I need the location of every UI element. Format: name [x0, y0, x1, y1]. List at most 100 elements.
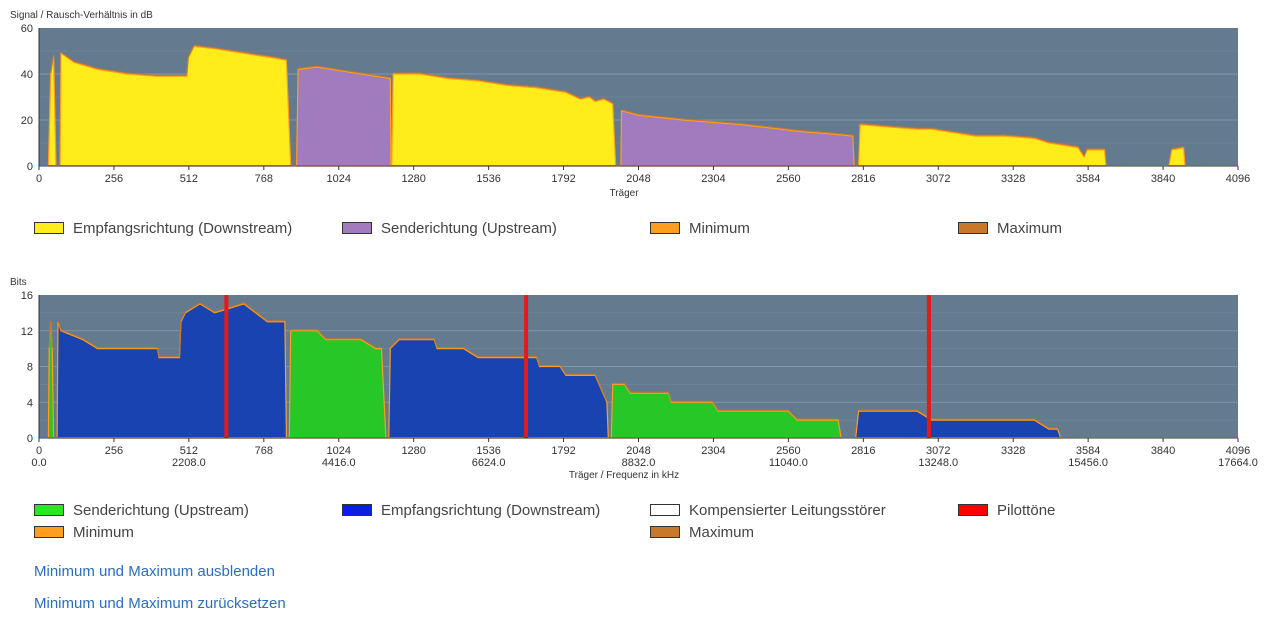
snr-x-tick-label: 1024 [327, 173, 351, 185]
legend-label: Pilottöne [997, 501, 1056, 519]
bits-y-tick-label: 8 [27, 362, 33, 374]
reset-minmax-link[interactable]: Minimum und Maximum zurücksetzen [34, 595, 286, 612]
bits-pilot-tones [224, 295, 931, 438]
snr-max-line [50, 54, 55, 74]
snr-x-tick-label: 768 [255, 173, 273, 185]
snr-y-axis-title: Signal / Rausch-Verhältnis in dB [10, 10, 153, 21]
bits-frequency-tick-label: 15456.0 [1068, 457, 1108, 469]
bits-x-tick-label: 1024 [327, 445, 351, 457]
snr-x-tick-label: 2048 [626, 173, 650, 185]
bits-series-group [39, 302, 1238, 439]
bits-max-line [612, 382, 839, 420]
snr-y-tick-label: 20 [21, 115, 33, 127]
pilot-tone-line [224, 295, 229, 438]
bits-frequency-tick-label: 11040.0 [769, 457, 808, 469]
bits-x-tick-label: 0 [36, 445, 42, 457]
bits-x-tick-label: 3072 [926, 445, 950, 457]
snr-x-tick-label: 2560 [776, 173, 800, 185]
snr-max-line [393, 72, 613, 104]
snr-x-tick-label: 3328 [1001, 173, 1025, 185]
bits-x-tick-label: 1536 [476, 445, 500, 457]
bits-frequency-tick-label: 13248.0 [918, 457, 958, 469]
legend-swatch-downstream [34, 222, 64, 234]
bits-frequency-tick-label: 17664.0 [1218, 457, 1258, 469]
legend-swatch-maximum [958, 222, 988, 234]
snr-y-tick-label: 40 [21, 69, 33, 81]
bits-x-tick-label: 256 [105, 445, 123, 457]
bits-x-tick-label: 2304 [701, 445, 725, 457]
legend-label: Empfangsrichtung (Downstream) [381, 501, 601, 519]
legend-swatch-minimum-bits [34, 526, 64, 538]
snr-max-line [298, 65, 391, 79]
legend-swatch-compensated [650, 504, 680, 516]
snr-series-a-area [391, 73, 617, 167]
snr-series-b-area [620, 110, 855, 167]
legend-item-minimum: Minimum [650, 218, 750, 238]
bits-frequency-ticks: 0.0 2208.0 4416.0 6624.0 8832.0 11040.0 13248.… [31, 457, 1258, 469]
legend-swatch-pilot [958, 504, 988, 516]
legend-item-compensated: Kompensierter Leitungsstörer [650, 500, 886, 520]
snr-y-tick-label: 60 [21, 23, 33, 35]
snr-max-line [860, 123, 1105, 157]
bits-x-tick-label: 3328 [1001, 445, 1025, 457]
bits-x-tick-label: 512 [180, 445, 198, 457]
legend-swatch-downstream-bits [342, 504, 372, 516]
legend-label: Kompensierter Leitungsstörer [689, 501, 886, 519]
bits-x-axis-title: Träger / Frequenz in kHz [569, 470, 679, 481]
snr-max-line [60, 44, 287, 76]
bits-x-tick-label: 1280 [401, 445, 425, 457]
legend-label: Maximum [997, 219, 1063, 237]
snr-series-group [39, 44, 1238, 167]
snr-x-axis-title: Träger [609, 188, 639, 199]
snr-max-line [621, 109, 853, 136]
snr-x-tick-label: 3072 [926, 173, 950, 185]
legend-label: Senderichtung (Upstream) [73, 501, 249, 519]
snr-x-tick-label: 2816 [851, 173, 875, 185]
legend-item-downstream-bits: Empfangsrichtung (Downstream) [342, 500, 600, 520]
snr-max-line [1171, 146, 1184, 150]
bits-x-tick-label: 1792 [551, 445, 575, 457]
snr-series-a-area [1168, 146, 1186, 167]
snr-x-tick-label: 256 [105, 173, 123, 185]
bits-max-line [57, 302, 285, 358]
snr-x-tick-label: 512 [180, 173, 198, 185]
bits-frequency-tick-label: 2208.0 [172, 457, 206, 469]
bits-y-ticks: 0 4 8 12 16 [21, 290, 33, 445]
legend-item-pilot: Pilottöne [958, 500, 1055, 520]
bits-series-b-area [855, 410, 1062, 439]
bits-y-tick-label: 4 [27, 397, 33, 409]
legend-item-maximum: Maximum [958, 218, 1062, 238]
bits-x-tick-label: 2816 [851, 445, 875, 457]
snr-x-ticks: 0 256 512 768 1024 1280 1536 1792 2048 2304 2560 28… [36, 28, 1250, 185]
bits-frequency-tick-label: 6624.0 [472, 457, 506, 469]
legend-label: Senderichtung (Upstream) [381, 219, 557, 237]
legend-item-maximum-bits: Maximum [650, 522, 754, 542]
pilot-tone-line [926, 295, 931, 438]
snr-x-tick-label: 2304 [701, 173, 725, 185]
bits-series-a-area [288, 330, 387, 439]
snr-series-a-area [857, 123, 1107, 167]
legend-label: Empfangsrichtung (Downstream) [73, 219, 293, 237]
legend-swatch-maximum-bits [650, 526, 680, 538]
bits-x-tick-label: 768 [255, 445, 273, 457]
bits-y-axis-title: Bits [10, 277, 27, 288]
legend-label: Maximum [689, 523, 755, 541]
bits-x-ticks: 0 256 512 768 1024 1280 1536 1792 2048 2304 2560 28… [36, 295, 1250, 457]
snr-x-tick-label: 3840 [1151, 173, 1175, 185]
bits-max-line [290, 329, 382, 349]
snr-legend: Empfangsrichtung (Downstream) Sendericht… [0, 218, 1264, 240]
hide-minmax-link[interactable]: Minimum und Maximum ausblenden [34, 563, 275, 580]
bits-y-tick-label: 16 [21, 290, 33, 302]
bits-max-line [389, 338, 608, 402]
snr-y-tick-label: 0 [27, 161, 33, 173]
legend-swatch-minimum [650, 222, 680, 234]
legend-swatch-upstream-bits [34, 504, 64, 516]
bits-frequency-tick-label: 4416.0 [322, 457, 356, 469]
legend-item-downstream: Empfangsrichtung (Downstream) [34, 218, 292, 238]
bits-frequency-tick-label: 0.0 [31, 457, 46, 469]
snr-x-tick-label: 0 [36, 173, 42, 185]
snr-x-tick-label: 1280 [401, 173, 425, 185]
bits-y-tick-label: 0 [27, 433, 33, 445]
legend-swatch-upstream [342, 222, 372, 234]
snr-x-tick-label: 1536 [476, 173, 500, 185]
